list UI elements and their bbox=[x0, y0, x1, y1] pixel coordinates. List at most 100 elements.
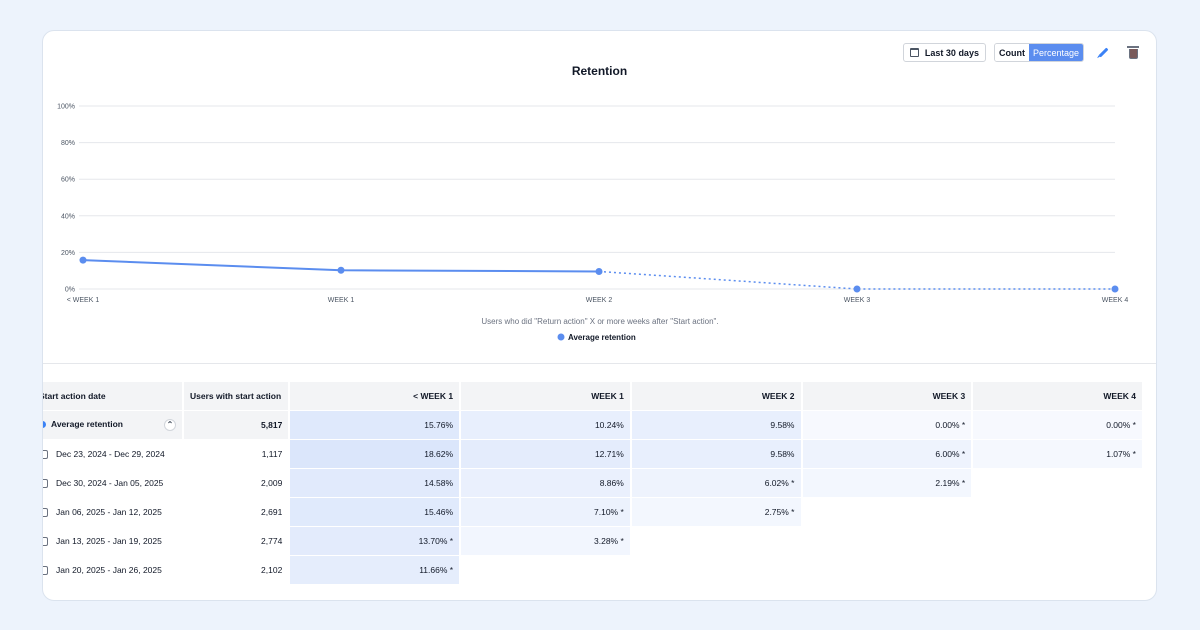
table-row: Jan 20, 2025 - Jan 26, 2025 2,102 11.66% * bbox=[43, 556, 1142, 584]
data-point bbox=[853, 285, 861, 293]
date-range-button[interactable]: Last 30 days bbox=[902, 43, 986, 62]
column-header-week-2[interactable]: WEEK 2 bbox=[631, 382, 801, 410]
y-tick-label: 80% bbox=[61, 140, 75, 147]
y-tick-label: 0% bbox=[65, 287, 75, 294]
y-tick-label: 60% bbox=[61, 177, 75, 184]
delete-button[interactable] bbox=[1122, 43, 1144, 62]
retention-line-chart: 100% 80% 60% 40% 20% 0% < WEEK 1 WEEK 1 WEEK 2 WE… bbox=[57, 104, 1129, 343]
column-header-start-date[interactable]: Start action date bbox=[43, 382, 182, 410]
cohort-date-cell: Jan 13, 2025 - Jan 19, 2025 bbox=[43, 527, 182, 555]
legend-label: Average retention bbox=[568, 333, 636, 342]
date-range-label: Last 30 days bbox=[924, 47, 979, 58]
empty-cell bbox=[632, 527, 801, 555]
retention-card: Last 30 days Count Percentage Retention … bbox=[42, 30, 1157, 601]
data-point bbox=[595, 267, 603, 275]
data-point bbox=[79, 256, 87, 264]
table-row: Dec 23, 2024 - Dec 29, 2024 1,117 18.62% 12… bbox=[43, 440, 1142, 468]
table-row: Dec 30, 2024 - Jan 05, 2025 2,009 14.58% 8.… bbox=[43, 469, 1142, 497]
retention-cell: 14.58% bbox=[290, 469, 460, 497]
average-cell: 9.58% bbox=[631, 411, 801, 439]
display-mode-toggle: Count Percentage bbox=[993, 43, 1084, 62]
retention-cell: 7.10% * bbox=[461, 498, 630, 526]
y-tick-label: 40% bbox=[61, 213, 75, 220]
row-checkbox[interactable] bbox=[43, 537, 48, 547]
empty-cell bbox=[803, 556, 972, 584]
cohort-date: Jan 13, 2025 - Jan 19, 2025 bbox=[56, 535, 162, 546]
x-tick-label: WEEK 2 bbox=[586, 297, 613, 304]
calendar-icon bbox=[909, 48, 919, 57]
cohort-date-cell: Jan 20, 2025 - Jan 26, 2025 bbox=[43, 556, 182, 584]
retention-cell: 9.58% bbox=[631, 440, 801, 468]
average-cell: 0.00% * bbox=[973, 411, 1142, 439]
empty-cell bbox=[973, 469, 1142, 497]
cohort-date: Dec 23, 2024 - Dec 29, 2024 bbox=[56, 448, 165, 459]
average-cell: 15.76% bbox=[290, 411, 460, 439]
chart-toolbar: Last 30 days Count Percentage bbox=[902, 43, 1144, 62]
cohort-users-cell: 2,691 bbox=[261, 507, 283, 517]
average-cell: 10.24% bbox=[461, 411, 630, 439]
retention-cell: 15.46% bbox=[290, 498, 460, 526]
retention-cell: 8.86% bbox=[461, 469, 630, 497]
retention-cell: 6.00% * bbox=[802, 440, 972, 468]
empty-cell bbox=[803, 498, 972, 526]
column-header-week-1[interactable]: WEEK 1 bbox=[461, 382, 630, 410]
row-checkbox[interactable] bbox=[43, 450, 48, 460]
table-row: Jan 06, 2025 - Jan 12, 2025 2,691 15.46% 7.… bbox=[43, 498, 1142, 526]
column-header-users[interactable]: Users with start action bbox=[184, 382, 289, 410]
average-users-cell: 5,817 bbox=[184, 411, 289, 439]
retention-cell: 6.02% * bbox=[631, 469, 801, 497]
empty-cell bbox=[803, 527, 972, 555]
cohort-users-cell: 1,117 bbox=[261, 449, 283, 459]
retention-table: Start action date Users with start actio… bbox=[43, 381, 1144, 585]
row-checkbox[interactable] bbox=[43, 479, 48, 489]
trash-icon bbox=[1126, 46, 1139, 59]
percentage-toggle[interactable]: Percentage bbox=[1028, 44, 1083, 61]
column-header-week-3[interactable]: WEEK 3 bbox=[802, 382, 972, 410]
chevron-up-icon[interactable]: ⌃ bbox=[164, 419, 176, 431]
retention-cell: 12.71% bbox=[461, 440, 630, 468]
empty-cell bbox=[973, 556, 1142, 584]
cohort-date: Jan 06, 2025 - Jan 12, 2025 bbox=[56, 506, 162, 517]
cohort-users-cell: 2,009 bbox=[261, 478, 283, 488]
x-tick-label: WEEK 4 bbox=[1102, 297, 1129, 304]
retention-cell: 1.07% * bbox=[973, 440, 1142, 468]
empty-cell bbox=[973, 498, 1142, 526]
series-line-dashed bbox=[598, 270, 1115, 290]
cohort-date: Dec 30, 2024 - Jan 05, 2025 bbox=[56, 477, 164, 488]
empty-cell bbox=[461, 556, 630, 584]
column-header-week-4[interactable]: WEEK 4 bbox=[973, 382, 1142, 410]
row-checkbox[interactable] bbox=[43, 508, 48, 518]
retention-cell: 3.28% * bbox=[461, 527, 630, 555]
chart-caption: Users who did "Return action" X or more … bbox=[481, 317, 718, 326]
row-checkbox[interactable] bbox=[43, 566, 48, 576]
count-toggle[interactable]: Count bbox=[994, 44, 1029, 61]
cohort-users-cell: 2,774 bbox=[261, 536, 283, 546]
empty-cell bbox=[973, 527, 1142, 555]
column-header-lt-week-1[interactable]: < WEEK 1 bbox=[290, 382, 460, 410]
x-tick-label: WEEK 3 bbox=[844, 297, 871, 304]
x-tick-label: < WEEK 1 bbox=[67, 297, 100, 304]
retention-cell: 2.75% * bbox=[631, 498, 801, 526]
legend-dot bbox=[557, 333, 565, 341]
cohort-date: Jan 20, 2025 - Jan 26, 2025 bbox=[56, 564, 162, 575]
retention-cell: 18.62% bbox=[290, 440, 460, 468]
table-row: Jan 13, 2025 - Jan 19, 2025 2,774 13.70% *… bbox=[43, 527, 1142, 555]
empty-cell bbox=[632, 556, 801, 584]
cohort-users-cell: 2,102 bbox=[261, 565, 283, 575]
retention-cell: 11.66% * bbox=[290, 556, 460, 584]
table-header-row: Start action date Users with start actio… bbox=[43, 382, 1142, 410]
y-tick-label: 20% bbox=[61, 250, 75, 257]
cohort-date-cell: Dec 30, 2024 - Jan 05, 2025 bbox=[43, 469, 182, 497]
section-divider bbox=[43, 363, 1156, 364]
average-cell: 0.00% * bbox=[802, 411, 972, 439]
series-dot-icon bbox=[43, 421, 46, 429]
average-label-cell: Average retention ⌃ bbox=[43, 411, 182, 439]
data-point bbox=[337, 266, 345, 274]
x-tick-label: WEEK 1 bbox=[328, 297, 355, 304]
average-label: Average retention bbox=[51, 419, 123, 429]
y-tick-label: 100% bbox=[57, 104, 75, 111]
data-point bbox=[1111, 285, 1119, 293]
cohort-date-cell: Jan 06, 2025 - Jan 12, 2025 bbox=[43, 498, 182, 526]
retention-cell: 2.19% * bbox=[802, 469, 972, 497]
cohort-date-cell: Dec 23, 2024 - Dec 29, 2024 bbox=[43, 440, 182, 468]
